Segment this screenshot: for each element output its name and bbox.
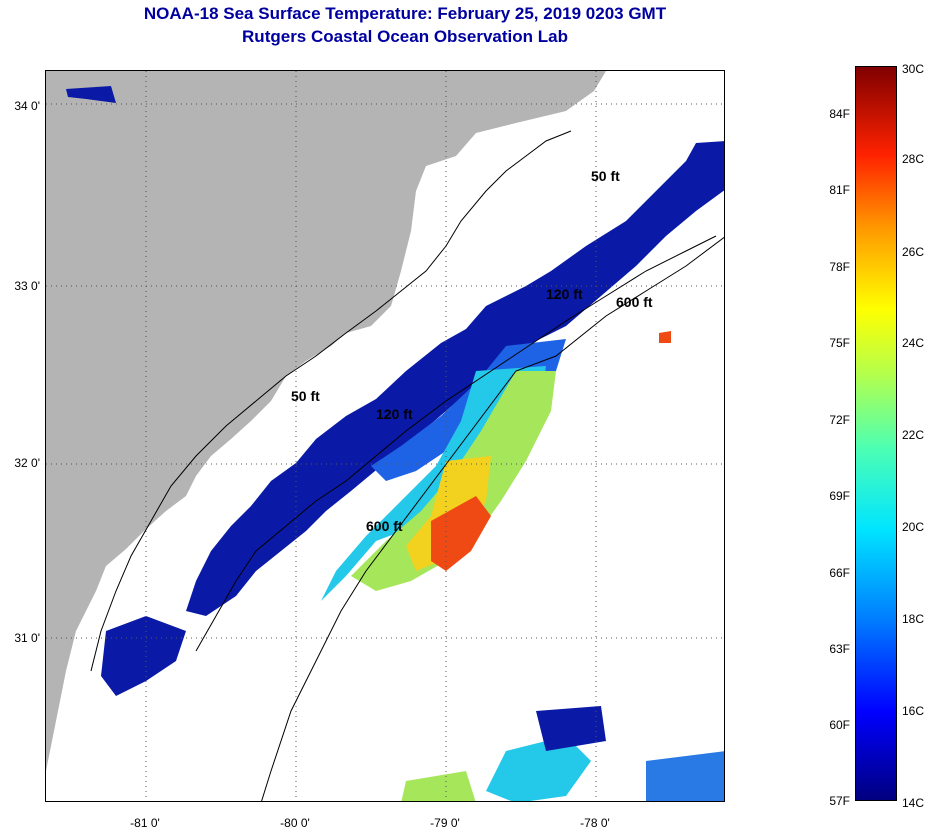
- sst-cold-patch: [66, 86, 116, 103]
- colorbar-label-c: 30C: [902, 62, 925, 76]
- colorbar-label-f: 60F: [829, 718, 850, 732]
- colorbar-label-c: 22C: [902, 428, 925, 442]
- contour-label-50ft-south: 50 ft: [291, 388, 320, 404]
- colorbar-label-f: 69F: [829, 489, 850, 503]
- colorbar-label-f: 57F: [829, 794, 850, 808]
- depth-contours: [90, 130, 724, 801]
- colorbar-label-f: 84F: [829, 107, 850, 121]
- colorbar-label-f: 72F: [829, 413, 850, 427]
- sst-bottom-patch: [536, 706, 606, 751]
- sst-colorbar: [855, 66, 897, 801]
- sst-cold-band: [186, 141, 724, 616]
- sst-cold-patch: [101, 616, 186, 696]
- sst-bottom-patch: [646, 751, 724, 801]
- colorbar-label-f: 81F: [829, 183, 850, 197]
- lon-label-80: -80 0': [280, 816, 310, 830]
- contour-label-120ft-south: 120 ft: [376, 406, 413, 422]
- lat-label-31: 31 0': [14, 631, 40, 645]
- contour-label-120ft-north: 120 ft: [546, 286, 583, 302]
- contour-label-600ft-north: 600 ft: [616, 294, 653, 310]
- colorbar-label-c: 18C: [902, 612, 925, 626]
- map-title: NOAA-18 Sea Surface Temperature: Februar…: [143, 4, 667, 23]
- land-mass: [46, 71, 606, 771]
- sst-map-svg: 50 ft 120 ft 600 ft 50 ft 120 ft 600 ft: [46, 71, 724, 801]
- sst-hot-zone: [431, 496, 491, 571]
- colorbar-label-c: 26C: [902, 245, 925, 259]
- contour-label-600ft-south: 600 ft: [366, 518, 403, 534]
- colorbar-label-f: 75F: [829, 336, 850, 350]
- sst-bottom-patch: [486, 736, 591, 801]
- colorbar-label-c: 20C: [902, 520, 925, 534]
- map-subtitle: Rutgers Coastal Ocean Observation Lab: [242, 27, 568, 46]
- lat-label-32: 32 0': [14, 456, 40, 470]
- colorbar-label-c: 14C: [902, 796, 925, 810]
- lon-label-78: -78 0': [580, 816, 610, 830]
- colorbar-label-f: 78F: [829, 260, 850, 274]
- lat-label-33: 33 0': [14, 279, 40, 293]
- lon-label-79: -79 0': [430, 816, 460, 830]
- sst-map: 50 ft 120 ft 600 ft 50 ft 120 ft 600 ft: [45, 70, 725, 802]
- contour-label-50ft-north: 50 ft: [591, 168, 620, 184]
- colorbar-label-f: 66F: [829, 566, 850, 580]
- sst-hot-spot: [659, 331, 671, 343]
- colorbar-label-f: 63F: [829, 642, 850, 656]
- sst-bottom-patch: [401, 771, 476, 801]
- colorbar-label-c: 28C: [902, 152, 925, 166]
- lat-label-34: 34 0': [14, 99, 40, 113]
- graticule: [46, 71, 724, 801]
- lon-label-81: -81 0': [130, 816, 160, 830]
- colorbar-label-c: 24C: [902, 336, 925, 350]
- colorbar-label-c: 16C: [902, 704, 925, 718]
